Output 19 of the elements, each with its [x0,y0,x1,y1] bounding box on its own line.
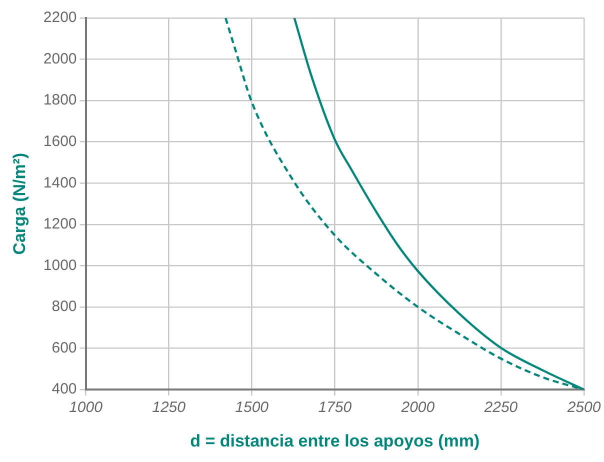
y-axis-title: Carga (N/m²) [10,152,29,255]
y-tick-label: 400 [52,380,77,398]
x-tick-label: 1500 [235,398,270,416]
y-tick-label: 2200 [43,9,77,26]
y-tick-label: 1800 [43,92,77,109]
x-tick-label: 2250 [483,398,518,416]
y-tick-label: 1000 [43,256,77,274]
y-tick-label: 1200 [43,216,77,233]
y-tick-label: 2000 [43,50,77,68]
x-tick-label: 1750 [318,398,352,416]
y-tick-label: 600 [52,339,77,356]
y-tick-label: 1400 [43,174,77,192]
x-axis-title: d = distancia entre los apoyos (mm) [190,431,480,450]
x-tick-label: 2500 [566,398,602,416]
y-tick-label: 1600 [43,133,77,150]
x-tick-label: 2000 [400,398,436,416]
x-tick-label: 1250 [152,398,186,416]
x-tick-label: 1000 [69,398,104,416]
y-tick-label: 800 [52,298,77,316]
